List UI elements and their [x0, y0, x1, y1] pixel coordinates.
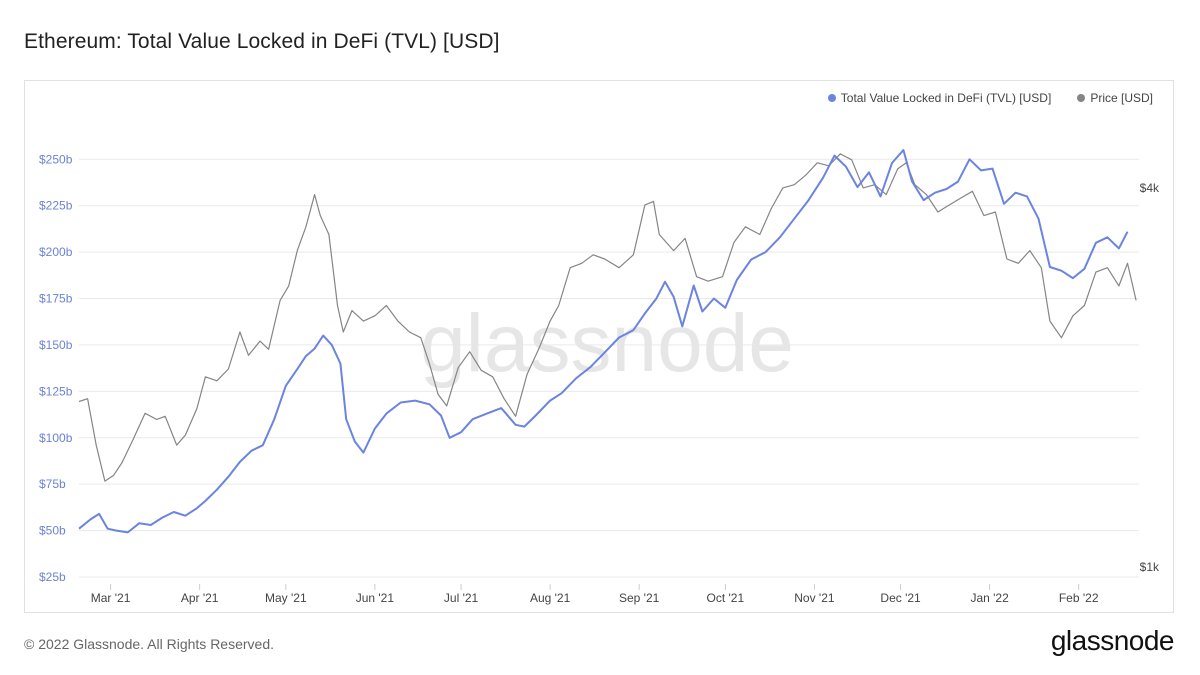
left-axis-ticks: $25b $50b $75b $100b $125b $150b $175b $200b $22… [39, 152, 73, 584]
right-axis-ticks: $1k $4k [1140, 181, 1160, 574]
x-tick-label: Aug '21 [530, 591, 571, 605]
series-lines [78, 149, 1137, 534]
y-left-tick-label: $25b [39, 570, 66, 584]
y-left-tick-label: $50b [39, 524, 66, 538]
footer-copyright: © 2022 Glassnode. All Rights Reserved. [24, 636, 275, 652]
y-left-tick-label: $200b [39, 245, 73, 259]
legend: Total Value Locked in DeFi (TVL) [USD] P… [827, 91, 1153, 105]
y-right-tick-label: $1k [1140, 560, 1160, 574]
x-tick-label: Jun '21 [356, 591, 395, 605]
y-left-tick-label: $175b [39, 292, 73, 306]
grid-lines [79, 158, 1139, 578]
x-tick-label: Dec '21 [880, 591, 921, 605]
legend-label-price: Price [USD] [1090, 91, 1153, 105]
tvl-series-line[interactable] [78, 149, 1129, 534]
y-left-tick-label: $225b [39, 199, 73, 213]
legend-item-price[interactable]: Price [USD] [1077, 91, 1153, 105]
price-series-line[interactable] [78, 153, 1137, 482]
x-tick-label: Nov '21 [794, 591, 835, 605]
x-tick-label: Jan '22 [970, 591, 1009, 605]
y-left-tick-label: $125b [39, 384, 73, 398]
legend-dot-price [1077, 94, 1086, 102]
x-tick-label: Mar '21 [91, 591, 131, 605]
x-tick-label: Jul '21 [444, 591, 479, 605]
y-left-tick-label: $250b [39, 152, 73, 166]
watermark: glassnode [420, 298, 794, 389]
y-left-tick-label: $150b [39, 338, 73, 352]
x-tick-label: Sep '21 [619, 591, 660, 605]
legend-label-tvl: Total Value Locked in DeFi (TVL) [USD] [840, 91, 1052, 105]
y-right-tick-label: $4k [1140, 181, 1160, 195]
legend-item-tvl[interactable]: Total Value Locked in DeFi (TVL) [USD] [827, 91, 1052, 105]
glassnode-logo[interactable]: glassnode [1050, 625, 1175, 656]
tvl-price-chart: glassnode $25b $50b $75b $100b $125b $150b $17… [39, 149, 1160, 605]
y-left-tick-label: $75b [39, 477, 66, 491]
page-title: Ethereum: Total Value Locked in DeFi (TV… [24, 30, 500, 53]
y-left-tick-label: $100b [39, 431, 73, 445]
legend-dot-tvl [827, 94, 836, 102]
x-axis-ticks: Mar '21 Apr '21 May '21 Jun '21 Jul '21 Aug '… [91, 584, 1099, 605]
x-tick-label: May '21 [265, 591, 307, 605]
x-tick-label: Feb '22 [1059, 591, 1099, 605]
x-tick-label: Oct '21 [707, 591, 745, 605]
chart-panel: glassnode $25b $50b $75b $100b $125b $150b $17… [24, 80, 1174, 613]
x-tick-label: Apr '21 [181, 591, 219, 605]
